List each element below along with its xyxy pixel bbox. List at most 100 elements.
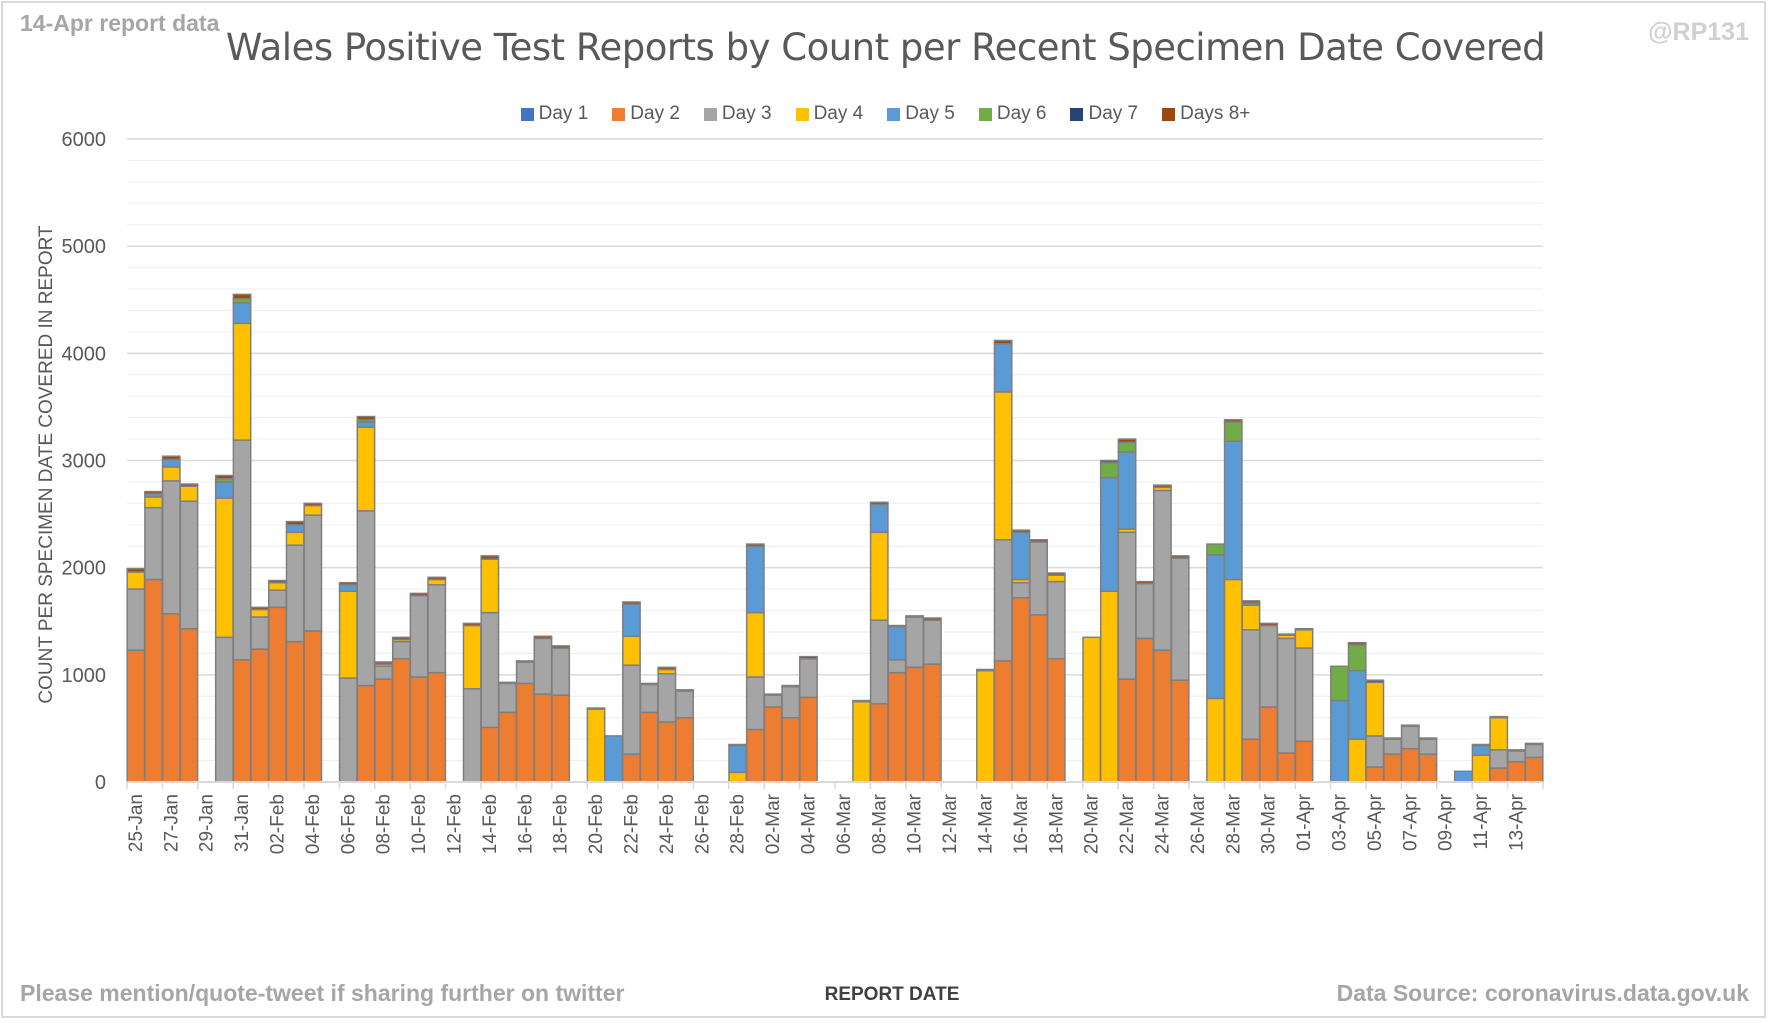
x-tick-label: 22-Feb (621, 794, 642, 854)
bar-segment (781, 685, 801, 719)
y-tick-label: 3000 (62, 451, 107, 473)
bar-segment (728, 771, 748, 783)
bar-segment (232, 659, 252, 783)
x-tick-label: 08-Feb (374, 794, 395, 854)
bar-segment (1099, 461, 1119, 479)
bar-segment (1471, 743, 1491, 747)
x-tick-label: 14-Feb (480, 794, 501, 854)
bar-segment (1206, 697, 1225, 783)
bar-segment (126, 649, 146, 783)
bar-segment (1276, 633, 1296, 636)
bar-segment (533, 635, 553, 640)
bars (126, 293, 1544, 783)
bar-segment (161, 612, 181, 783)
bar-segment (639, 683, 659, 714)
bar-segment (586, 708, 606, 783)
bar-segment (1046, 580, 1066, 660)
bar-segment (1365, 679, 1385, 684)
bar-segment (409, 592, 429, 597)
y-tick-label: 1000 (62, 665, 107, 687)
bar-segment (1453, 770, 1473, 783)
bar-segment (374, 661, 394, 665)
bar-segment (1489, 767, 1509, 783)
y-axis: 0 1000 2000 3000 4000 5000 6000 (62, 129, 107, 794)
bar-segment (1046, 572, 1066, 576)
bar-segment (126, 588, 146, 651)
legend-item: Day 6 (978, 103, 1047, 125)
bar-segment (1223, 578, 1243, 783)
bar-segment (1400, 748, 1420, 783)
bar-segment (462, 688, 482, 783)
bar-segment (1507, 750, 1526, 763)
legend-swatch (978, 107, 992, 121)
legend-item: Day 7 (1070, 103, 1138, 125)
bar-segment (745, 543, 765, 547)
bar-segment (1206, 543, 1225, 556)
bar-segment (462, 622, 482, 627)
bar-segment (214, 497, 234, 639)
bar-segment (1029, 539, 1048, 543)
bar-segment (551, 645, 571, 649)
legend-label: Day 6 (996, 103, 1047, 124)
bar-segment (515, 660, 535, 663)
legend-label: Day 3 (721, 103, 772, 124)
bar-segment (976, 668, 995, 672)
data-source: Data Source: coronavirus.data.gov.uk (1336, 980, 1749, 1006)
bar-segment (993, 342, 1013, 393)
x-tick-label: 26-Feb (692, 794, 713, 854)
bar-segment (1471, 744, 1491, 756)
x-tick-label: 24-Feb (657, 794, 678, 854)
bar-segment (126, 567, 146, 573)
bar-segment (905, 615, 925, 618)
bar-segment (1507, 760, 1526, 783)
bar-segment (161, 455, 181, 461)
bar-segment (1135, 580, 1155, 585)
author-handle: @RP131 (1648, 18, 1749, 46)
x-tick-label: 02-Mar (763, 793, 784, 854)
bar-segment (232, 293, 252, 300)
bar-segment (993, 539, 1013, 662)
bar-segment (1011, 529, 1031, 534)
bar-segment (887, 625, 907, 661)
bar-segment (639, 711, 659, 783)
bar-segment (462, 624, 482, 690)
bar-segment (214, 636, 234, 783)
bar-segment (1241, 604, 1261, 631)
bar-segment (1117, 678, 1137, 783)
bar-segment (852, 700, 871, 783)
bar-segment (285, 531, 305, 546)
legend-label: Day 1 (538, 103, 589, 124)
bar-segment (480, 611, 500, 729)
bar-segment (852, 699, 871, 703)
x-tick-label: 06-Mar (834, 793, 855, 854)
bar-segment (622, 601, 641, 605)
bar-segment (232, 439, 252, 661)
legend-label: Day 5 (905, 103, 955, 124)
bar-segment (427, 576, 447, 581)
bar-segment (869, 531, 889, 621)
bar-segment (303, 502, 323, 507)
bar-segment (303, 630, 323, 783)
bar-segment (338, 590, 358, 679)
legend-swatch (520, 107, 534, 121)
x-tick-label: 16-Feb (515, 794, 536, 854)
bar-segment (374, 678, 394, 783)
legend-item: Day 2 (612, 103, 680, 125)
bar-segment (869, 501, 889, 506)
bar-segment (586, 707, 606, 710)
bar-segment (1471, 754, 1491, 783)
x-tick-label: 10-Feb (409, 794, 430, 854)
bar-segment (338, 584, 358, 592)
bar-segment (427, 578, 447, 586)
bar-segment (427, 584, 447, 674)
bar-segment (1489, 716, 1509, 751)
x-tick-label: 20-Feb (586, 794, 607, 854)
bar-segment (1117, 451, 1137, 530)
legend-label: Day 2 (630, 103, 680, 124)
bar-segment (1524, 756, 1544, 783)
bar-segment (1170, 555, 1190, 559)
bar-segment (763, 694, 783, 708)
bar-segment (1153, 489, 1172, 651)
bar-segment (1046, 658, 1066, 783)
